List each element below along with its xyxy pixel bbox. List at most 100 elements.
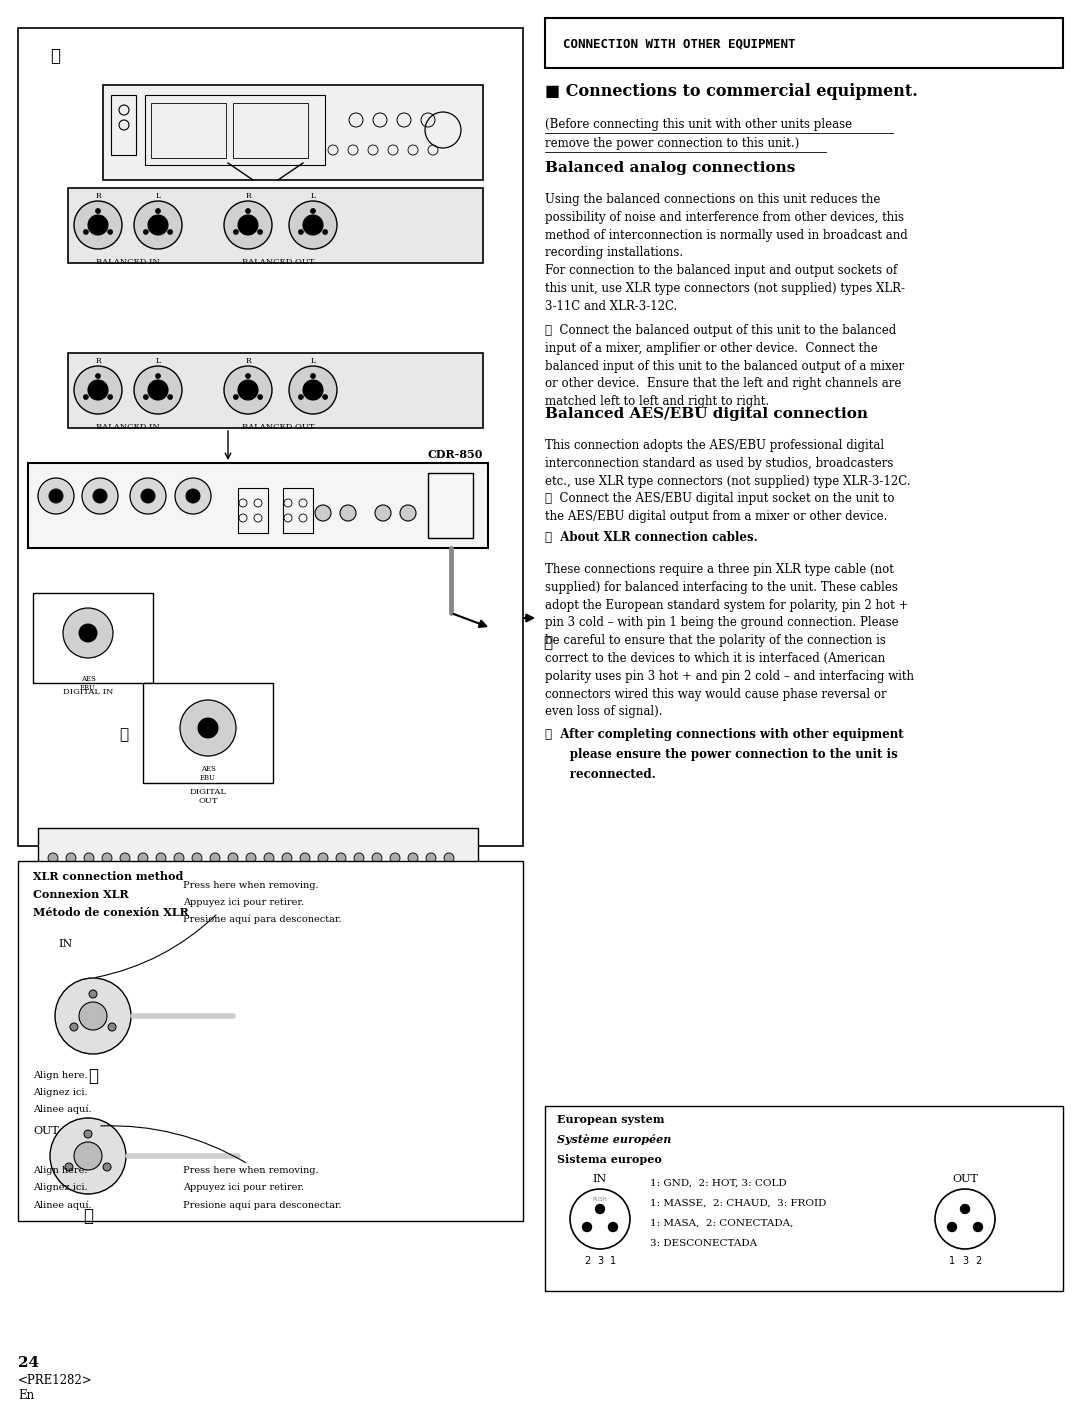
Circle shape [595,1205,605,1213]
Text: BALANCED OUT: BALANCED OUT [242,423,314,432]
Text: 2: 2 [975,1257,981,1267]
Circle shape [238,214,258,235]
Text: remove the power connection to this unit.): remove the power connection to this unit… [545,137,799,150]
Circle shape [156,853,166,863]
Text: For connection to the balanced input and output sockets of: For connection to the balanced input and… [545,265,897,277]
Circle shape [108,230,112,234]
Circle shape [400,504,416,521]
Text: input of a mixer, amplifier or other device.  Connect the: input of a mixer, amplifier or other dev… [545,342,878,354]
Circle shape [75,200,122,249]
Bar [28,462,488,548]
Text: L: L [311,357,315,366]
Circle shape [947,1223,957,1231]
Text: <PRE1282>: <PRE1282> [18,1374,93,1387]
Circle shape [87,380,108,401]
Circle shape [340,504,356,521]
Circle shape [375,504,391,521]
Text: European system: European system [557,1114,664,1125]
Circle shape [82,478,118,514]
Circle shape [79,623,97,642]
Text: correct to the devices to which it is interfaced (American: correct to the devices to which it is in… [545,651,886,665]
Circle shape [210,853,220,863]
Text: be careful to ensure that the polarity of the connection is: be careful to ensure that the polarity o… [545,635,886,647]
Text: Système européen: Système européen [557,1133,672,1145]
Circle shape [102,853,112,863]
Circle shape [63,608,113,658]
Circle shape [233,395,239,399]
Circle shape [167,230,173,234]
Circle shape [315,504,330,521]
Text: AES
EBU: AES EBU [80,675,96,692]
Circle shape [323,230,327,234]
Circle shape [372,853,382,863]
Bar [111,95,136,156]
Text: Alignez ici.: Alignez ici. [33,1182,87,1192]
Text: OUT: OUT [33,1126,58,1136]
Circle shape [582,1223,592,1231]
Circle shape [224,200,272,249]
Text: Using the balanced connections on this unit reduces the: Using the balanced connections on this u… [545,193,880,206]
Circle shape [134,200,183,249]
Circle shape [38,478,75,514]
Text: Ⓑ: Ⓑ [119,729,129,743]
Circle shape [960,1205,970,1213]
Circle shape [49,489,63,503]
Circle shape [311,209,315,213]
Circle shape [186,489,200,503]
Text: L: L [156,192,161,200]
Circle shape [245,374,251,378]
Circle shape [87,214,108,235]
Text: etc., use XLR type connectors (not supplied) type XLR-3-12C.: etc., use XLR type connectors (not suppl… [545,475,910,488]
Text: even loss of signal).: even loss of signal). [545,705,662,719]
Circle shape [245,209,251,213]
Text: balanced input of this unit to the balanced output of a mixer: balanced input of this unit to the balan… [545,360,904,373]
Text: Appuyez ici pour retirer.: Appuyez ici pour retirer. [183,1182,305,1192]
Bar [238,488,268,532]
Circle shape [180,700,237,757]
Circle shape [75,366,122,415]
Circle shape [138,853,148,863]
Text: pin 3 cold – with pin 1 being the ground connection. Please: pin 3 cold – with pin 1 being the ground… [545,616,899,629]
Text: Ⓒ: Ⓒ [83,1208,93,1224]
Circle shape [228,853,238,863]
Circle shape [608,1223,618,1231]
Text: supplied) for balanced interfacing to the unit. These cables: supplied) for balanced interfacing to th… [545,581,897,594]
Circle shape [148,380,168,401]
Bar [151,104,226,158]
Text: 3: DESCONECTADA: 3: DESCONECTADA [650,1238,757,1248]
Circle shape [120,853,130,863]
Circle shape [303,214,323,235]
Text: En: En [18,1388,35,1401]
Text: CONNECTION WITH OTHER EQUIPMENT: CONNECTION WITH OTHER EQUIPMENT [563,36,796,50]
Bar [38,828,478,888]
Circle shape [258,395,262,399]
Circle shape [48,853,58,863]
Text: Balanced analog connections: Balanced analog connections [545,161,795,175]
Text: R: R [245,357,251,366]
Bar [145,95,325,165]
Text: 3: 3 [597,1257,603,1267]
Text: Ⓐ: Ⓐ [50,48,60,64]
Text: Ⓒ  About XLR connection cables.: Ⓒ About XLR connection cables. [545,531,758,544]
Circle shape [141,489,156,503]
Text: DIGITAL
OUT: DIGITAL OUT [189,787,227,806]
Text: R: R [245,192,251,200]
Circle shape [83,230,89,234]
Bar [68,188,483,263]
Circle shape [156,374,161,378]
Circle shape [144,395,148,399]
Text: Método de conexión XLR: Método de conexión XLR [33,906,189,918]
Circle shape [298,230,303,234]
Circle shape [83,395,89,399]
Text: matched left to left and right to right.: matched left to left and right to right. [545,395,769,408]
Circle shape [408,853,418,863]
Text: polarity uses pin 3 hot + and pin 2 cold – and interfacing with: polarity uses pin 3 hot + and pin 2 cold… [545,670,914,682]
Circle shape [444,853,454,863]
Text: Align here.: Align here. [33,1166,87,1175]
Circle shape [323,395,327,399]
Circle shape [103,1163,111,1171]
Circle shape [55,978,131,1054]
Text: Align here.: Align here. [33,1070,87,1080]
Text: 1: 1 [610,1257,616,1267]
Bar [33,593,153,684]
